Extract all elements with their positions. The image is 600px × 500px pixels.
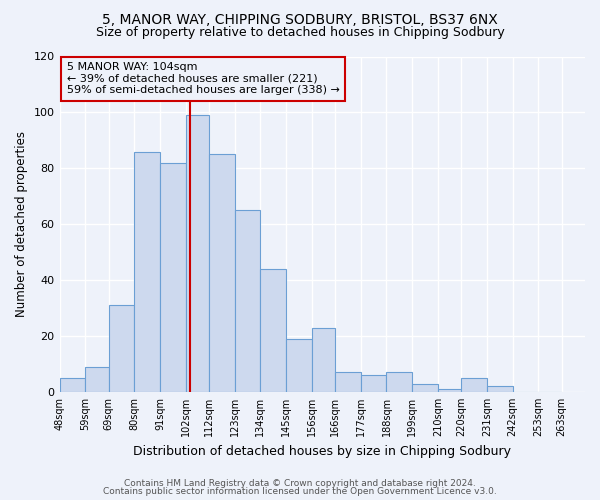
Bar — [438, 389, 461, 392]
Bar — [85, 367, 109, 392]
Text: Contains HM Land Registry data © Crown copyright and database right 2024.: Contains HM Land Registry data © Crown c… — [124, 478, 476, 488]
Bar — [335, 372, 361, 392]
Bar — [235, 210, 260, 392]
Bar — [134, 152, 160, 392]
Bar — [59, 378, 85, 392]
Bar — [260, 269, 286, 392]
Text: 5, MANOR WAY, CHIPPING SODBURY, BRISTOL, BS37 6NX: 5, MANOR WAY, CHIPPING SODBURY, BRISTOL,… — [102, 12, 498, 26]
Bar — [185, 115, 209, 392]
Bar — [286, 339, 312, 392]
Text: Contains public sector information licensed under the Open Government Licence v3: Contains public sector information licen… — [103, 487, 497, 496]
Text: 5 MANOR WAY: 104sqm
← 39% of detached houses are smaller (221)
59% of semi-detac: 5 MANOR WAY: 104sqm ← 39% of detached ho… — [67, 62, 340, 96]
Bar — [386, 372, 412, 392]
Bar — [487, 386, 512, 392]
Bar — [109, 306, 134, 392]
Bar — [361, 375, 386, 392]
Bar — [461, 378, 487, 392]
Text: Size of property relative to detached houses in Chipping Sodbury: Size of property relative to detached ho… — [95, 26, 505, 39]
Bar — [312, 328, 335, 392]
X-axis label: Distribution of detached houses by size in Chipping Sodbury: Distribution of detached houses by size … — [133, 444, 511, 458]
Bar — [209, 154, 235, 392]
Y-axis label: Number of detached properties: Number of detached properties — [15, 131, 28, 317]
Bar — [160, 162, 185, 392]
Bar — [412, 384, 438, 392]
